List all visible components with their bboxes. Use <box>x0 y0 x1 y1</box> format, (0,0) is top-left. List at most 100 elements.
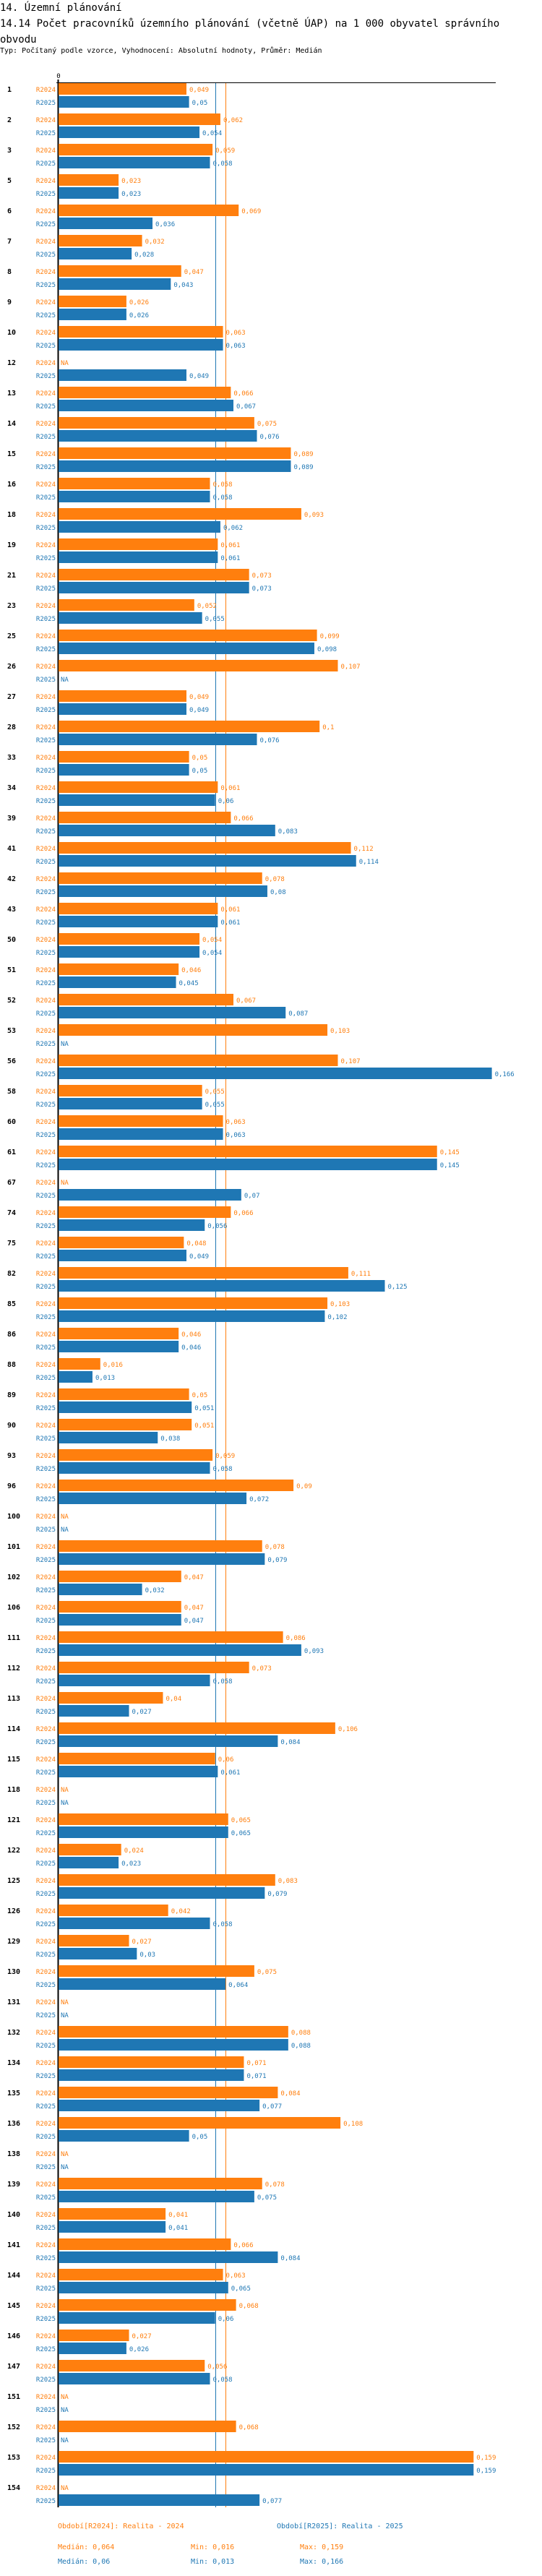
series-label-r2025: R2025 <box>36 343 56 350</box>
data-label: 0,061 <box>220 542 240 549</box>
series-label-r2024: R2024 <box>36 2181 56 2189</box>
category-label: 43 <box>7 906 16 914</box>
bar-r2025 <box>59 1826 228 1838</box>
bar-r2024 <box>59 2269 223 2280</box>
data-label: 0,051 <box>194 1422 214 1430</box>
bar-r2025 <box>59 764 189 776</box>
bar-r2024 <box>59 630 317 641</box>
series-label-r2024: R2024 <box>36 2030 56 2037</box>
bar-r2025 <box>59 825 275 836</box>
bar-r2024 <box>59 1753 215 1764</box>
na-label: NA <box>61 2164 69 2171</box>
data-label: 0,045 <box>179 980 199 987</box>
data-label: 0,079 <box>267 1557 287 1564</box>
bar-r2025 <box>59 1918 210 1929</box>
bar-r2024 <box>59 113 220 125</box>
series-label-r2024: R2024 <box>36 1058 56 1065</box>
bar-r2025 <box>59 1493 247 1504</box>
bar-r2025 <box>59 2282 228 2293</box>
series-label-r2024: R2024 <box>36 1847 56 1855</box>
series-label-r2024: R2024 <box>36 572 56 580</box>
chart-subtitle: Typ: Počítaný podle vzorce, Vyhodnocení:… <box>0 47 322 55</box>
series-label-r2024: R2024 <box>36 269 56 276</box>
bar-r2025 <box>59 339 223 351</box>
category-label: 90 <box>7 1422 16 1430</box>
series-label-r2025: R2025 <box>36 1587 56 1594</box>
series-label-r2024: R2024 <box>36 1726 56 1733</box>
category-label: 26 <box>7 663 16 671</box>
series-label-r2025: R2025 <box>36 889 56 896</box>
bar-r2025 <box>59 187 119 199</box>
bar-r2024 <box>59 478 210 489</box>
data-label: 0,075 <box>257 2194 277 2202</box>
series-label-r2025: R2025 <box>36 1739 56 1746</box>
bar-r2025 <box>59 1675 210 1686</box>
bar-r2024 <box>59 2360 205 2371</box>
category-label: 42 <box>7 875 16 883</box>
bar-r2024 <box>59 447 291 459</box>
data-label: 0,111 <box>351 1271 371 1278</box>
series-label-r2025: R2025 <box>36 1800 56 1807</box>
data-label: 0,032 <box>145 239 165 246</box>
series-label-r2025: R2025 <box>36 312 56 319</box>
series-label-r2025: R2025 <box>36 2437 56 2444</box>
category-label: 39 <box>7 815 16 823</box>
data-label: 0,055 <box>205 1102 225 1109</box>
bar-r2024 <box>59 812 231 823</box>
data-label: 0,026 <box>129 312 149 319</box>
category-label: 136 <box>7 2120 20 2128</box>
bar-r2025 <box>59 1280 385 1292</box>
bar-r2024 <box>59 326 223 338</box>
data-label: 0,05 <box>192 768 208 775</box>
data-label: 0,058 <box>212 160 232 168</box>
bar-r2024 <box>59 1085 202 1096</box>
category-label: 27 <box>7 693 16 701</box>
bar-r2024 <box>59 538 218 550</box>
data-label: 0,049 <box>189 87 209 94</box>
series-label-r2024: R2024 <box>36 664 56 671</box>
bar-r2025 <box>59 1371 93 1383</box>
bar-r2025 <box>59 248 132 259</box>
data-label: 0,061 <box>220 906 240 914</box>
data-label: 0,03 <box>139 1952 155 1959</box>
series-label-r2024: R2024 <box>36 239 56 246</box>
bar-r2024 <box>59 1267 348 1279</box>
bar-r2024 <box>59 1237 184 1248</box>
series-label-r2025: R2025 <box>36 2316 56 2323</box>
series-label-r2024: R2024 <box>36 1665 56 1673</box>
series-label-r2024: R2024 <box>36 178 56 185</box>
bar-r2025 <box>59 369 186 381</box>
data-label: 0,027 <box>132 1939 152 1946</box>
bar-r2025 <box>59 916 218 927</box>
bar-r2025 <box>59 2221 166 2233</box>
data-label: 0,058 <box>212 481 232 489</box>
bar-r2024 <box>59 1419 192 1430</box>
series-label-r2025: R2025 <box>36 1102 56 1109</box>
category-label: 10 <box>7 329 16 337</box>
data-label: 0,077 <box>262 2498 282 2505</box>
series-label-r2024: R2024 <box>36 1514 56 1521</box>
series-label-r2025: R2025 <box>36 1830 56 1837</box>
series-label-r2024: R2024 <box>36 755 56 762</box>
category-label: 135 <box>7 2090 20 2098</box>
series-label-r2025: R2025 <box>36 1648 56 1655</box>
bar-r2024 <box>59 2421 236 2432</box>
category-label: 152 <box>7 2423 20 2431</box>
series-label-r2024: R2024 <box>36 1240 56 1248</box>
legend-r2025: Období[R2025]: Realita - 2025 <box>277 2523 403 2530</box>
bar-r2024 <box>59 1328 179 1339</box>
na-label: NA <box>61 1180 69 1187</box>
bar-r2024 <box>59 1844 121 1855</box>
bar-r2024 <box>59 2330 129 2341</box>
data-label: 0,026 <box>129 299 149 306</box>
series-label-r2025: R2025 <box>36 798 56 805</box>
bar-r2024 <box>59 1055 338 1066</box>
data-label: 0,032 <box>145 1587 165 1594</box>
series-label-r2025: R2025 <box>36 585 56 593</box>
bar-r2025 <box>59 643 314 654</box>
category-label: 154 <box>7 2484 20 2492</box>
data-label: 0,099 <box>320 633 340 640</box>
series-label-r2024: R2024 <box>36 1422 56 1430</box>
data-label: 0,075 <box>257 421 277 428</box>
series-label-r2025: R2025 <box>36 252 56 259</box>
